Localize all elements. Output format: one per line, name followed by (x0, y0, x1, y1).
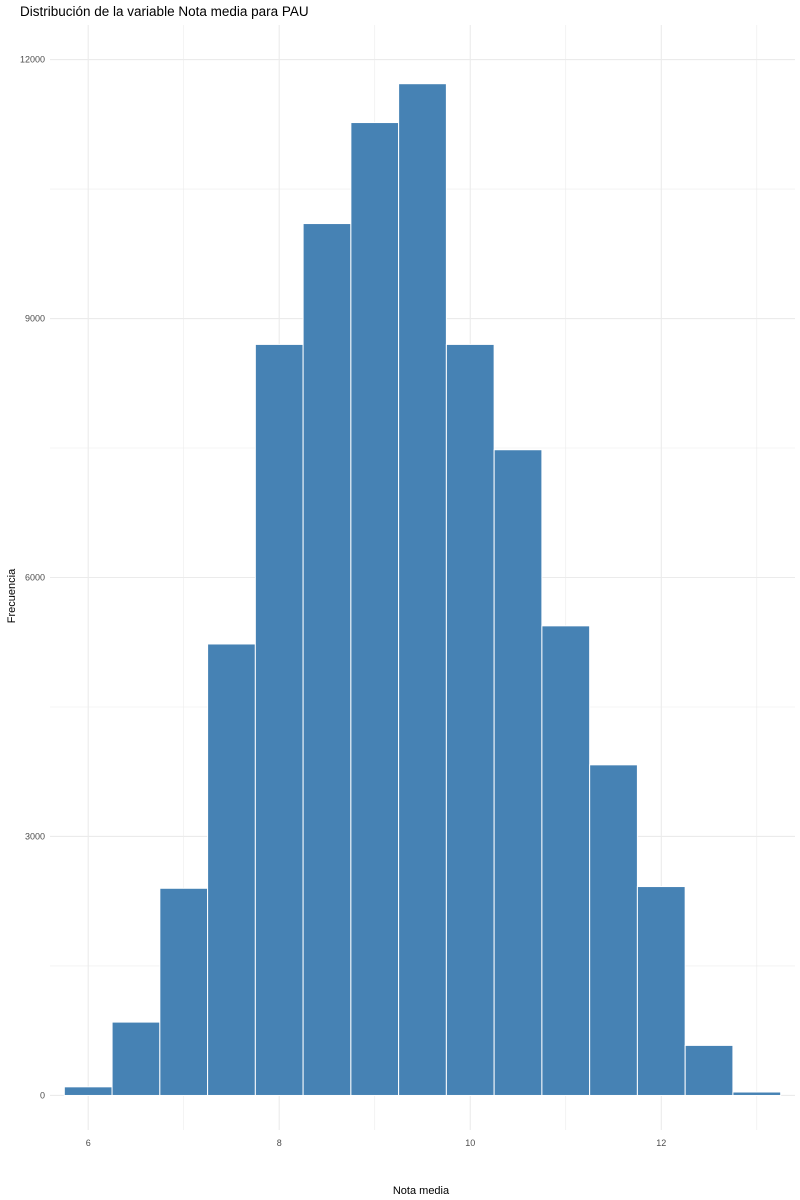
histogram-bar (254, 343, 304, 1096)
bars-layer (63, 83, 782, 1096)
chart-title: Distribución de la variable Nota media p… (20, 4, 309, 19)
x-axis-title: Nota media (393, 1185, 450, 1197)
histogram-bar (302, 223, 352, 1096)
histogram-bar (589, 764, 638, 1096)
x-tick-label: 10 (465, 1138, 475, 1148)
histogram-bar (493, 449, 543, 1096)
histogram-bar (398, 83, 447, 1096)
histogram-bar (445, 343, 495, 1096)
histogram-bar (350, 122, 400, 1096)
y-tick-label: 0 (40, 1090, 45, 1100)
tick-labels: 6 8 10 12 0 3000 6000 9000 12000 (20, 55, 666, 1148)
histogram-bar (63, 1086, 113, 1096)
x-tick-label: 6 (86, 1138, 91, 1148)
y-axis-title: Frecuencia (6, 568, 18, 623)
x-tick-label: 12 (656, 1138, 666, 1148)
y-tick-label: 9000 (25, 314, 45, 324)
histogram-bar (159, 887, 209, 1096)
y-tick-label: 3000 (25, 831, 45, 841)
histogram-bar (111, 1021, 161, 1096)
histogram-bar (636, 886, 686, 1096)
histogram-bar (684, 1044, 734, 1096)
y-tick-label: 6000 (25, 573, 45, 583)
histogram-bar (732, 1091, 782, 1096)
x-tick-label: 8 (277, 1138, 282, 1148)
y-tick-label: 12000 (20, 55, 45, 65)
histogram-bar (541, 625, 591, 1096)
histogram-bar (207, 643, 256, 1096)
